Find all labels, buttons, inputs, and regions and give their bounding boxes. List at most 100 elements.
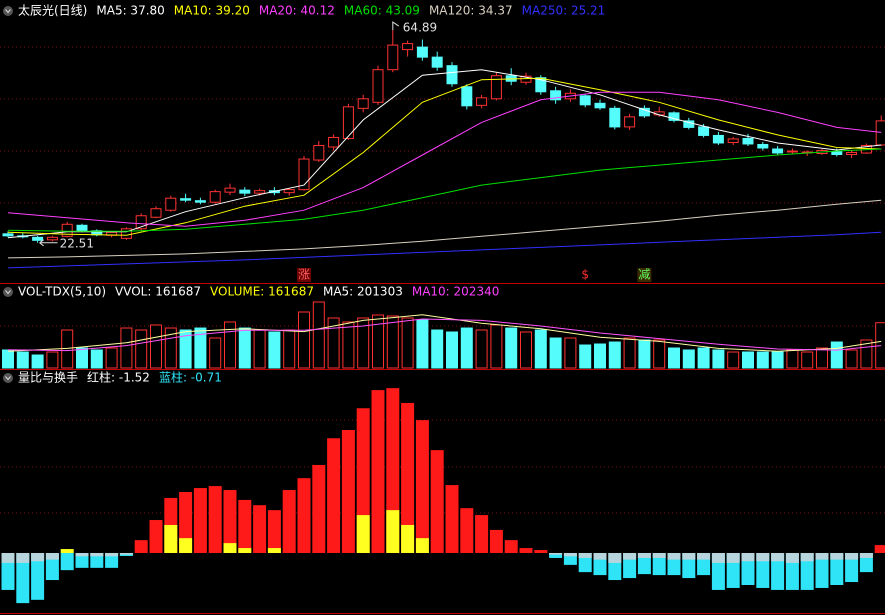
indicator-bar: [563, 553, 577, 565]
volume-bar: [372, 314, 384, 369]
volume-bar: [475, 329, 488, 369]
indicator-bar: [771, 553, 785, 562]
indicator-bar: [756, 553, 770, 588]
volume-bar: [786, 349, 799, 369]
volume-bar: [564, 337, 577, 369]
indicator-bar: [785, 553, 799, 563]
volume-bar: [608, 341, 621, 369]
indicator-bar: [830, 553, 844, 560]
indicator-bar: [845, 553, 859, 583]
candle-body: [224, 187, 236, 193]
indicator-bar: [223, 490, 237, 554]
readout: 红柱: -1.52: [87, 370, 150, 385]
low-label: 22.51: [60, 236, 94, 250]
volume-bar: [668, 347, 680, 369]
indicator-bar: [282, 490, 296, 554]
indicator-bar: [549, 553, 563, 555]
indicator-bar: [75, 553, 89, 568]
volume-bar: [534, 329, 547, 369]
indicator-bar: [119, 553, 133, 555]
indicator-bar: [874, 545, 885, 554]
ma-legend: MA5: 37.80: [96, 4, 164, 18]
indicator-bar: [726, 553, 740, 563]
indicator-bar: [60, 549, 74, 554]
candle-body: [180, 198, 192, 201]
indicator-bar: [563, 553, 577, 557]
volume-bar: [46, 351, 59, 369]
menu-icon[interactable]: [3, 6, 13, 16]
volume-bar: [194, 327, 207, 369]
indicator-bar: [1, 553, 15, 563]
indicator-bar: [31, 553, 45, 600]
indicator-bar: [341, 430, 355, 554]
volume-bar: [164, 327, 177, 369]
volume-bar: [342, 321, 355, 369]
volume-bar: [224, 321, 236, 369]
volume-bar: [520, 331, 532, 369]
indicator-bar: [386, 510, 400, 554]
candle-body: [698, 126, 710, 136]
indicator-bar: [297, 478, 311, 554]
volume-bar: [357, 317, 370, 369]
indicator-bar: [845, 553, 859, 560]
indicator-bar: [90, 553, 104, 568]
candle-body: [624, 116, 636, 128]
indicator-bar: [415, 420, 429, 554]
volume-bar: [2, 349, 14, 369]
indicator-bar: [430, 450, 444, 554]
indicator-bar: [637, 553, 651, 558]
candle-body: [772, 148, 784, 154]
indicator-bar: [327, 438, 341, 554]
volume-bar: [238, 327, 251, 369]
volume-bar: [549, 337, 562, 369]
candle-body: [431, 56, 443, 68]
candle-body: [668, 112, 680, 121]
indicator-bar: [193, 488, 207, 554]
menu-icon-arrow: [5, 290, 11, 295]
candle-body: [387, 44, 399, 71]
menu-icon-arrow: [5, 9, 11, 14]
indicator-bar: [75, 553, 89, 557]
candle-body: [461, 86, 473, 107]
volume-bar: [31, 354, 44, 369]
menu-icon[interactable]: [3, 287, 13, 297]
candle-body: [757, 143, 769, 149]
indicator-bar: [105, 553, 119, 568]
volume-bar: [150, 324, 162, 369]
indicator-bar: [401, 402, 415, 554]
indicator-bar: [652, 553, 666, 576]
indicator-bar: [489, 529, 503, 554]
candle-body: [594, 102, 606, 109]
volume-bar: [712, 349, 725, 369]
indicator-bar: [504, 540, 518, 554]
indicator-bar: [593, 553, 607, 560]
candle-body: [490, 75, 502, 100]
indicator-bar: [475, 515, 489, 554]
candle-body: [194, 200, 206, 203]
volume-bar: [105, 347, 118, 369]
volume-bar: [860, 339, 873, 369]
candle-body: [165, 197, 177, 211]
volume-bar: [697, 347, 710, 369]
menu-icon-arrow: [5, 376, 11, 381]
indicator-bar: [637, 553, 651, 575]
menu-icon[interactable]: [3, 373, 13, 383]
panel-title: VOL-TDX(5,10): [18, 285, 106, 299]
indicator-bar: [682, 553, 696, 560]
indicator-bar: [31, 553, 45, 562]
volume-bar: [756, 351, 769, 369]
candle-body: [283, 189, 295, 194]
chart-title: 太辰光(日线): [18, 3, 87, 18]
volume-bar: [312, 301, 325, 369]
volume-bar: [845, 349, 858, 369]
volume-bar: [727, 351, 740, 369]
ma-line: [7, 69, 882, 239]
panel-title: 量比与换手: [18, 371, 78, 385]
candle-body: [46, 236, 58, 241]
volume-bar: [209, 337, 222, 369]
readout: MA10: 202340: [412, 285, 500, 299]
volume-bar: [253, 329, 266, 369]
ma-line: [7, 318, 882, 352]
